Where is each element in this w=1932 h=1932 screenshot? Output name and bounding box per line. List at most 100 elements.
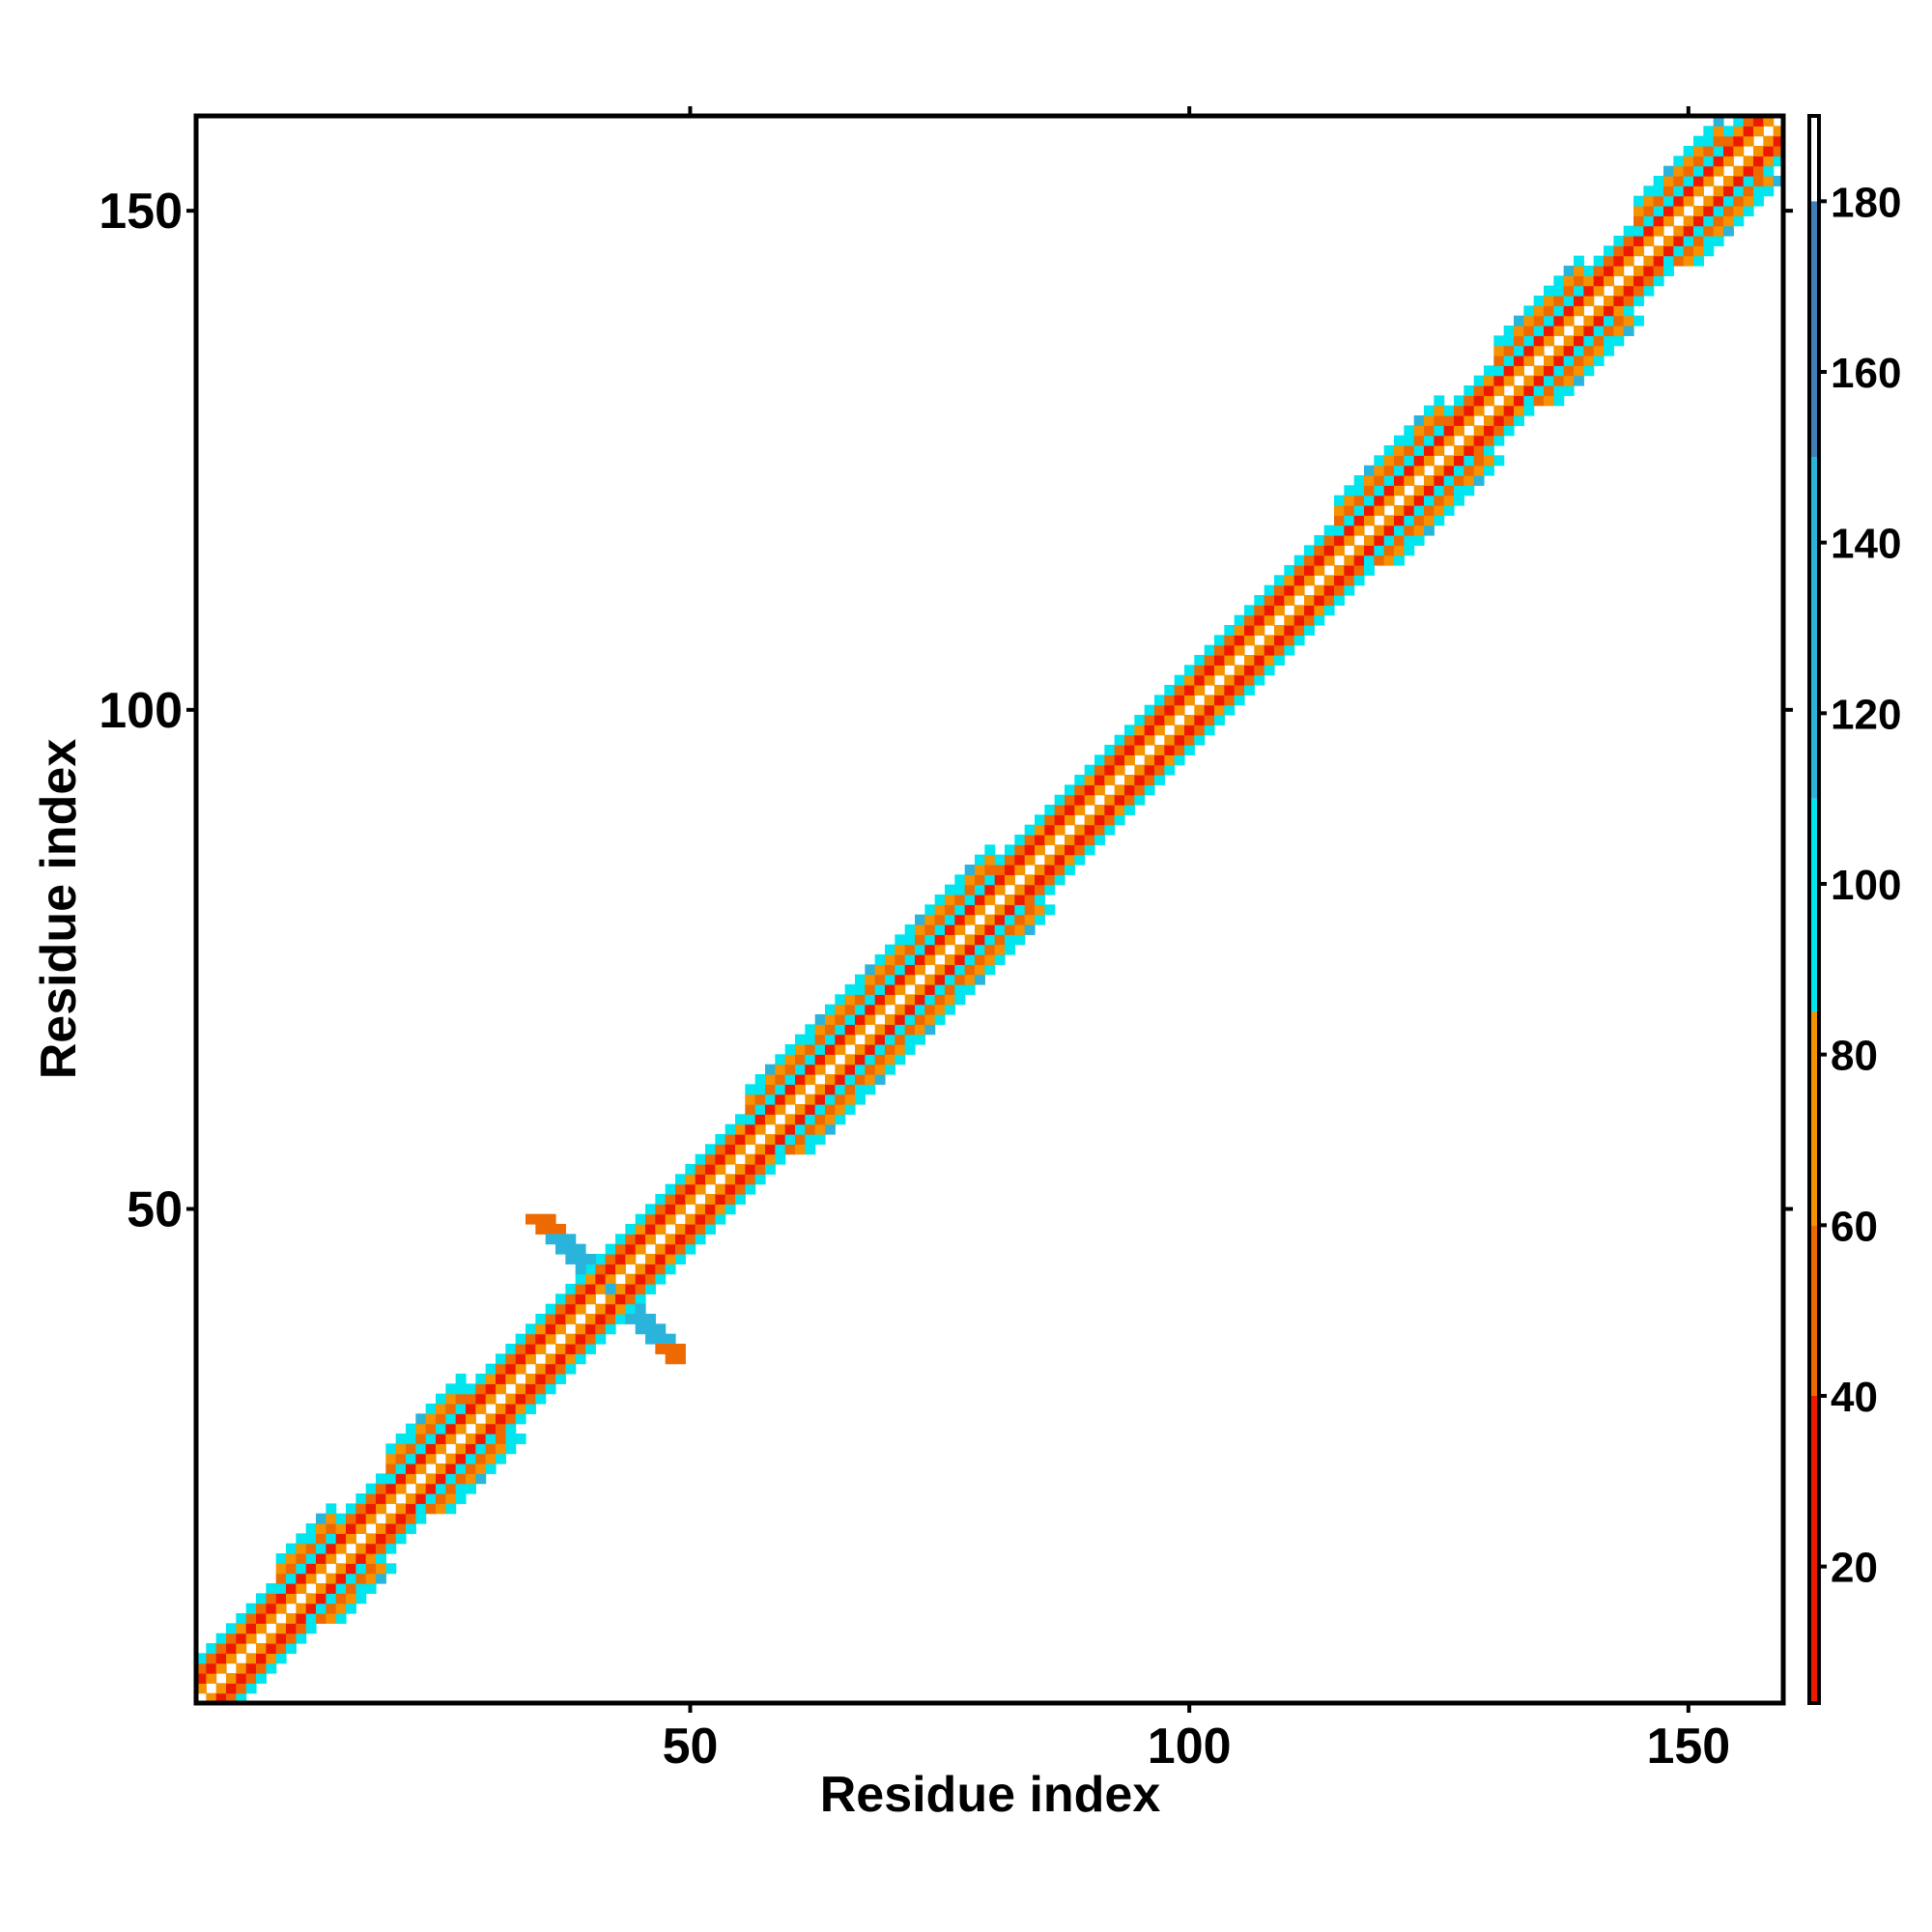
- heatmap-cell: [645, 1273, 656, 1285]
- heatmap-cell: [226, 1623, 237, 1634]
- heatmap-cell: [874, 974, 886, 985]
- heatmap-cell: [885, 1054, 895, 1065]
- heatmap-cell: [1544, 326, 1554, 336]
- heatmap-cell: [765, 1114, 776, 1125]
- heatmap-cell: [206, 1653, 217, 1664]
- heatmap-cell: [835, 994, 846, 1006]
- heatmap-cell: [945, 954, 955, 965]
- heatmap-cell: [675, 1353, 686, 1365]
- heatmap-cell: [1074, 844, 1086, 856]
- heatmap-cell: [215, 1633, 227, 1644]
- heatmap-cell: [1634, 285, 1644, 297]
- heatmap-cell: [724, 1144, 736, 1155]
- heatmap-cell: [1703, 135, 1715, 147]
- heatmap-cell: [496, 1453, 506, 1464]
- colorbar-band: [1809, 1396, 1819, 1703]
- heatmap-cell: [346, 1533, 356, 1545]
- heatmap-cell: [975, 904, 985, 916]
- heatmap-cell: [1114, 734, 1125, 746]
- heatmap-cell: [695, 1234, 706, 1245]
- heatmap-cell: [305, 1573, 317, 1584]
- heatmap-cell: [1523, 405, 1535, 416]
- heatmap-cell: [515, 1404, 526, 1414]
- heatmap-cell: [635, 1293, 646, 1305]
- heatmap-cell: [565, 1353, 577, 1365]
- heatmap-cell: [1533, 345, 1545, 356]
- heatmap-cell: [825, 1114, 836, 1125]
- heatmap-cell: [1593, 285, 1605, 297]
- heatmap-cell: [1503, 355, 1515, 366]
- heatmap-cell: [1443, 505, 1455, 516]
- heatmap-cell: [1104, 805, 1116, 815]
- heatmap-cell: [1394, 435, 1405, 446]
- heatmap-cell: [964, 895, 976, 905]
- heatmap-cell: [665, 1183, 676, 1195]
- heatmap-cell: [1574, 365, 1584, 377]
- heatmap-cell: [1344, 495, 1355, 506]
- heatmap-cell: [805, 1094, 816, 1105]
- heatmap-cell: [1523, 395, 1535, 407]
- heatmap-cell: [934, 924, 946, 935]
- heatmap-cell: [1563, 335, 1575, 347]
- heatmap-cell: [605, 1273, 616, 1285]
- heatmap-cell: [415, 1443, 427, 1455]
- heatmap-cell: [1523, 315, 1535, 327]
- heatmap-cell: [1353, 495, 1365, 506]
- heatmap-cell: [335, 1593, 347, 1605]
- heatmap-cell: [665, 1194, 676, 1205]
- heatmap-cell: [1353, 515, 1365, 526]
- heatmap-cell: [984, 874, 996, 886]
- heatmap-cell: [1374, 505, 1385, 516]
- heatmap-cell: [954, 964, 966, 976]
- heatmap-cell: [466, 1443, 476, 1455]
- heatmap-cell: [365, 1533, 377, 1545]
- heatmap-cell: [1134, 764, 1146, 776]
- heatmap-cell: [1434, 425, 1445, 437]
- heatmap-cell: [215, 1692, 227, 1704]
- heatmap-cell: [1733, 146, 1745, 156]
- heatmap-cell: [1164, 754, 1176, 766]
- heatmap-cell: [376, 1473, 386, 1485]
- heatmap-cell: [934, 914, 946, 925]
- heatmap-cell: [1383, 495, 1395, 506]
- heatmap-cell: [415, 1423, 427, 1435]
- heatmap-cell: [715, 1144, 726, 1155]
- heatmap-cell: [1184, 695, 1195, 706]
- heatmap-cell: [545, 1323, 556, 1335]
- heatmap-cell: [445, 1483, 457, 1494]
- heatmap-cell: [1643, 285, 1655, 297]
- heatmap-cell: [266, 1603, 277, 1614]
- heatmap-cell: [1353, 554, 1365, 566]
- heatmap-cell: [1723, 176, 1734, 186]
- heatmap-cell: [1503, 405, 1515, 416]
- heatmap-cell: [994, 854, 1006, 866]
- heatmap-cell: [555, 1353, 566, 1365]
- heatmap-cell: [1673, 156, 1685, 167]
- heatmap-cell: [1394, 515, 1405, 526]
- heatmap-cell: [1623, 305, 1634, 317]
- heatmap-cell: [1404, 435, 1415, 446]
- heatmap-cell: [1174, 704, 1185, 716]
- heatmap-cell: [1553, 285, 1565, 297]
- heatmap-cell: [1194, 734, 1206, 746]
- heatmap-cell: [954, 874, 966, 886]
- heatmap-cell: [1284, 565, 1295, 576]
- heatmap-cell: [1443, 425, 1455, 437]
- heatmap-cell: [1383, 515, 1395, 526]
- heatmap-cell: [1424, 495, 1435, 506]
- heatmap-cell: [984, 914, 996, 925]
- heatmap-cell: [1593, 275, 1605, 287]
- heatmap-cell: [1024, 904, 1036, 916]
- heatmap-cell: [1035, 814, 1045, 826]
- heatmap-cell: [635, 1323, 646, 1335]
- heatmap-cell: [1743, 206, 1754, 216]
- heatmap-cell: [1344, 554, 1355, 566]
- heatmap-cell: [376, 1523, 386, 1534]
- heatmap-cell: [545, 1374, 556, 1384]
- heatmap-cell: [765, 1164, 776, 1175]
- heatmap-cell: [535, 1393, 547, 1405]
- heatmap-cell: [625, 1284, 637, 1294]
- heatmap-cell: [475, 1374, 487, 1384]
- heatmap-cell: [1374, 465, 1385, 476]
- heatmap-cell: [715, 1183, 726, 1195]
